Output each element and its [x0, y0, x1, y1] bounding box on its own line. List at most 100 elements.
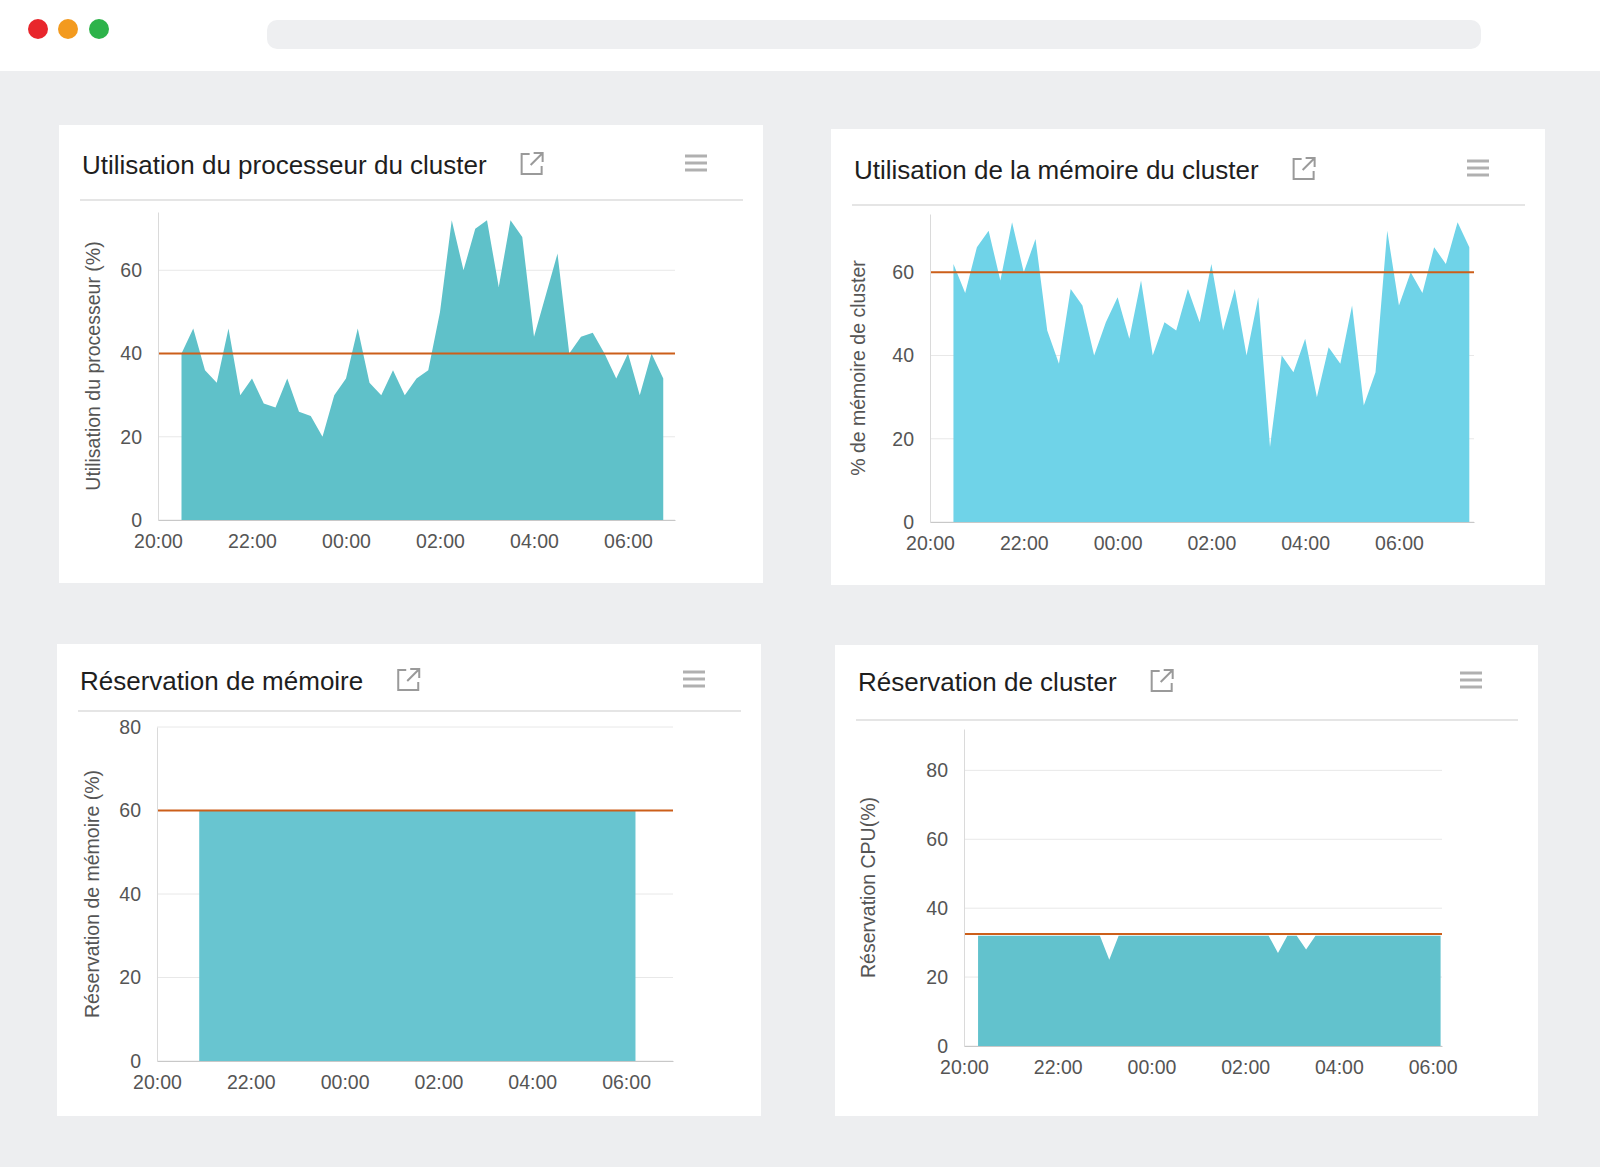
x-tick-label: 20:00	[906, 532, 955, 554]
open-link-icon[interactable]	[1294, 158, 1315, 179]
menu-line[interactable]	[1460, 679, 1482, 682]
y-tick: 0	[903, 511, 930, 533]
x-tick-label: 06:00	[1409, 1056, 1458, 1078]
y-tick-label: 0	[937, 1035, 948, 1057]
icon-arrow[interactable]	[1303, 158, 1315, 170]
menu-icon[interactable]	[685, 156, 707, 170]
y-tick: 0	[130, 1050, 157, 1072]
menu-line[interactable]	[1467, 174, 1489, 177]
y-tick: 60	[119, 799, 157, 821]
x-tick: 22:00	[1000, 522, 1049, 554]
y-tick-label: 20	[892, 427, 914, 449]
area	[953, 222, 1469, 522]
menu-line[interactable]	[685, 169, 707, 172]
panel-background	[57, 644, 761, 1116]
y-tick: 60	[120, 259, 158, 281]
x-tick-label: 02:00	[416, 530, 465, 552]
menu-line[interactable]	[685, 155, 707, 158]
x-tick: 06:00	[1409, 1046, 1458, 1078]
icon-frame[interactable]	[1152, 671, 1172, 691]
x-tick: 02:00	[415, 1061, 464, 1093]
open-link-icon[interactable]	[522, 153, 543, 174]
grid-line	[964, 908, 1442, 909]
icon-arrow[interactable]	[407, 669, 419, 681]
browser-bar	[0, 0, 1600, 71]
y-tick-label: 40	[892, 344, 914, 366]
y-axis-title: Réservation CPU(%)	[857, 797, 879, 978]
chart-panel: Réservation de cluster20:0022:0000:0002:…	[835, 645, 1538, 1116]
x-axis: 20:0022:0000:0002:0004:0006:00	[940, 1046, 1458, 1078]
x-tick: 04:00	[508, 1061, 557, 1093]
x-axis-line	[159, 520, 676, 521]
y-tick: 20	[119, 966, 157, 988]
y-tick: 20	[120, 425, 158, 447]
x-tick: 04:00	[510, 520, 559, 552]
open-link-icon[interactable]	[1152, 670, 1173, 691]
y-tick: 20	[892, 427, 930, 449]
x-tick-label: 02:00	[1187, 532, 1236, 554]
x-tick: 22:00	[228, 520, 277, 552]
window-button[interactable]	[89, 19, 109, 39]
menu-line[interactable]	[1460, 672, 1482, 675]
x-tick-label: 22:00	[227, 1071, 276, 1093]
menu-icon[interactable]	[1460, 673, 1482, 687]
x-tick: 00:00	[322, 520, 371, 552]
x-tick-label: 06:00	[604, 530, 653, 552]
y-axis-line	[930, 215, 931, 523]
icon-frame[interactable]	[398, 670, 418, 690]
x-tick-label: 04:00	[1315, 1056, 1364, 1078]
x-tick-label: 22:00	[1000, 532, 1049, 554]
menu-line[interactable]	[1467, 160, 1489, 163]
x-tick-label: 04:00	[508, 1071, 557, 1093]
y-axis: 0 20 40 60	[892, 215, 930, 533]
y-tick: 40	[119, 883, 157, 905]
y-tick-label: 40	[119, 883, 141, 905]
header-separator	[78, 710, 741, 712]
x-tick-label: 00:00	[321, 1071, 370, 1093]
menu-line[interactable]	[683, 678, 705, 681]
y-tick-label: 20	[119, 966, 141, 988]
chart-title: Réservation de mémoire	[80, 666, 363, 696]
panel-background	[59, 125, 763, 583]
y-tick-label: 80	[926, 759, 948, 781]
x-axis-line	[158, 1061, 674, 1062]
threshold-line	[158, 353, 675, 355]
y-tick: 60	[892, 261, 930, 283]
menu-line[interactable]	[685, 162, 707, 165]
chart-panel: Réservation de mémoire20:0022:0000:0002:…	[57, 644, 761, 1116]
x-tick-label: 00:00	[1128, 1056, 1177, 1078]
x-axis-line	[931, 522, 1475, 523]
menu-line[interactable]	[683, 685, 705, 688]
y-tick-label: 20	[120, 425, 142, 447]
x-tick: 00:00	[1128, 1046, 1177, 1078]
y-tick-label: 20	[926, 966, 948, 988]
menu-line[interactable]	[683, 671, 705, 674]
area	[978, 936, 1441, 1046]
y-axis-title: Utilisation du processeur (%)	[82, 241, 104, 490]
chart-title: Utilisation de la mémoire du cluster	[854, 155, 1259, 185]
y-tick-label: 0	[131, 509, 142, 531]
grid-line	[930, 272, 1474, 273]
icon-arrow[interactable]	[1161, 670, 1173, 682]
x-tick: 02:00	[1187, 522, 1236, 554]
icon-frame[interactable]	[1294, 159, 1314, 179]
y-tick-label: 40	[120, 342, 142, 364]
area	[182, 220, 664, 520]
window-button[interactable]	[58, 19, 78, 39]
x-tick: 02:00	[1221, 1046, 1270, 1078]
open-link-icon[interactable]	[398, 669, 419, 690]
window-button[interactable]	[28, 19, 48, 39]
threshold-line	[157, 810, 673, 812]
menu-line[interactable]	[1467, 167, 1489, 170]
menu-icon[interactable]	[1467, 161, 1489, 175]
menu-line[interactable]	[1460, 686, 1482, 689]
address-bar[interactable]	[267, 20, 1481, 49]
menu-icon[interactable]	[683, 672, 705, 686]
chart-title: Réservation de cluster	[858, 667, 1117, 697]
y-tick: 60	[926, 828, 964, 850]
y-tick-label: 60	[892, 261, 914, 283]
threshold-line	[964, 933, 1442, 935]
icon-frame[interactable]	[522, 154, 542, 174]
icon-arrow[interactable]	[531, 153, 543, 165]
y-axis-line	[157, 728, 158, 1062]
